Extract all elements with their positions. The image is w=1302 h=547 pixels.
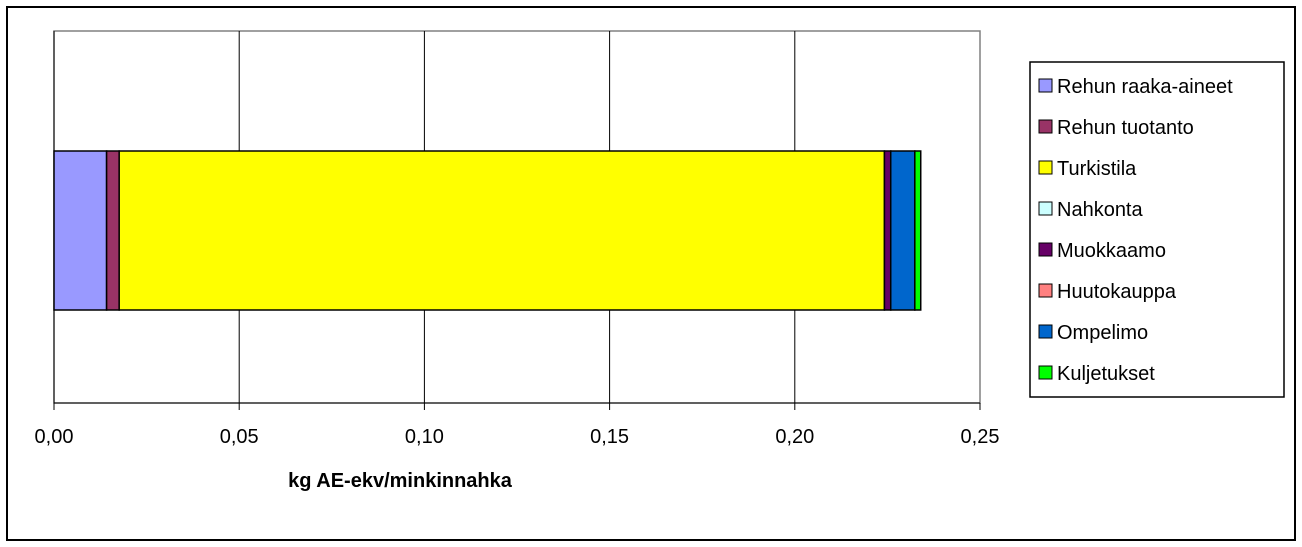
legend-label-rehun-raaka-aineet: Rehun raaka-aineet — [1057, 76, 1233, 98]
bar-segment-ompelimo — [889, 150, 916, 311]
x-tick-label: 0,25 — [961, 426, 1000, 448]
legend-swatch-huutokauppa — [1038, 283, 1053, 298]
chart-frame: 0,00 0,05 0,10 0,15 0,20 0,25 kg AE-ekv/minki… — [6, 6, 1296, 541]
bar-segment-rehun-tuotanto — [105, 150, 120, 311]
legend-swatch-turkistila — [1038, 160, 1053, 175]
x-tick-label: 0,05 — [220, 426, 259, 448]
legend-box — [1029, 61, 1285, 398]
bar-segment-rehun-raaka-aineet — [53, 150, 108, 311]
legend-label-nahkonta: Nahkonta — [1057, 199, 1143, 221]
legend-label-huutokauppa: Huutokauppa — [1057, 281, 1177, 303]
bar-segment-muokkaamo — [883, 150, 892, 311]
bar-stack — [53, 150, 922, 311]
x-tick-label: 0,15 — [590, 426, 629, 448]
legend-label-muokkaamo: Muokkaamo — [1057, 240, 1166, 262]
bar-segment-turkistila — [118, 150, 886, 311]
legend-swatch-rehun-raaka-aineet — [1038, 78, 1053, 93]
x-tick-label: 0,00 — [35, 426, 74, 448]
x-axis: 0,00 0,05 0,10 0,15 0,20 0,25 — [35, 31, 1000, 448]
legend-label-rehun-tuotanto: Rehun tuotanto — [1057, 117, 1194, 139]
legend-label-kuljetukset: Kuljetukset — [1057, 363, 1155, 385]
legend: Rehun raaka-aineet Rehun tuotanto Turkisti… — [1029, 61, 1285, 398]
legend-swatch-rehun-tuotanto — [1038, 119, 1053, 134]
x-tick-label: 0,10 — [405, 426, 444, 448]
bar-segment-kuljetukset — [914, 150, 922, 311]
x-axis-title: kg AE-ekv/minkinnahka — [288, 470, 513, 492]
legend-label-turkistila: Turkistila — [1057, 158, 1137, 180]
legend-label-ompelimo: Ompelimo — [1057, 322, 1148, 344]
x-tick-label: 0,20 — [775, 426, 814, 448]
chart-canvas: 0,00 0,05 0,10 0,15 0,20 0,25 kg AE-ekv/minki… — [35, 30, 1285, 492]
legend-swatch-nahkonta — [1038, 201, 1053, 216]
legend-swatch-muokkaamo — [1038, 242, 1053, 257]
legend-swatch-ompelimo — [1038, 324, 1053, 339]
legend-swatch-kuljetukset — [1038, 365, 1053, 380]
